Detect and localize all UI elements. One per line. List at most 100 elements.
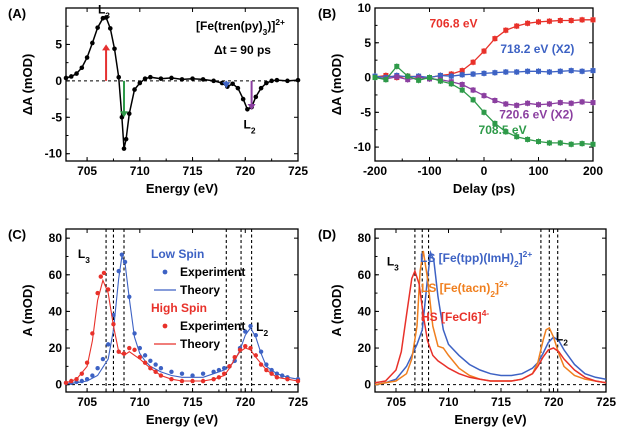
data-point (190, 76, 195, 81)
x-tick-label: 725 (288, 164, 308, 178)
peak-label: L3 (387, 254, 399, 272)
data-point (557, 140, 563, 146)
y-tick-label: 60 (49, 268, 63, 282)
data-point (98, 274, 104, 279)
x-tick-label: 720 (235, 395, 255, 409)
data-point (459, 82, 465, 87)
series-label: 706.8 eV (430, 16, 478, 30)
data-point (132, 347, 137, 353)
data-point (492, 120, 498, 126)
data-point (153, 362, 158, 367)
data-point (514, 69, 520, 75)
legend-marker (162, 269, 168, 275)
y-tick-label: 60 (358, 268, 372, 282)
plot-frame (374, 7, 594, 162)
data-point (235, 85, 241, 91)
legend-header: High Spin (151, 301, 207, 315)
data-point (90, 40, 95, 46)
plot-frame (374, 228, 607, 393)
x-tick-label: 705 (77, 395, 97, 409)
y-tick-label: 0 (55, 74, 62, 88)
peak-label: L2 (256, 320, 268, 338)
panel-label: (B) (318, 6, 336, 21)
y-axis-label: A (mOD) (20, 284, 35, 336)
data-point (95, 25, 100, 30)
data-point (492, 36, 498, 42)
data-point (137, 80, 143, 86)
data-point (470, 71, 476, 77)
data-point (416, 77, 422, 83)
x-axis-label: Energy (eV) (146, 181, 218, 196)
arrow-head (247, 104, 256, 110)
data-point (245, 106, 250, 112)
data-point (394, 63, 400, 69)
data-point (269, 78, 274, 84)
x-axis-label: Delay (ps) (453, 181, 515, 196)
data-point (295, 378, 301, 384)
x-tick-label: 705 (386, 395, 406, 409)
peak-label: L3 (98, 2, 110, 20)
data-point (112, 46, 117, 52)
data-point (158, 76, 164, 81)
data-point (568, 68, 574, 74)
legend-header: Low Spin (151, 247, 204, 261)
data-point (579, 17, 585, 23)
data-point (126, 111, 132, 116)
legend-label: LS [Fe(tacn)2]2+ (421, 279, 509, 299)
data-point (470, 87, 476, 93)
y-tick-label: -5 (360, 105, 371, 119)
data-point (101, 270, 107, 276)
data-point (503, 69, 509, 75)
panel-a: (A) 705 710 715 720 725 -10 -5 0 5 Energy (eV) ΔA (… (8, 2, 308, 196)
data-point (219, 80, 225, 86)
data-point (105, 342, 111, 347)
x-tick-label: 0 (481, 164, 488, 178)
data-point (148, 358, 153, 364)
x-tick-label: 715 (183, 164, 203, 178)
data-point (119, 114, 125, 120)
arrow-head (102, 44, 111, 51)
data-point (405, 77, 411, 83)
data-point (169, 369, 174, 375)
data-point (448, 81, 454, 87)
data-point (200, 371, 206, 376)
data-point (579, 141, 585, 147)
data-point (100, 356, 106, 362)
panel-label: (D) (318, 227, 336, 242)
x-tick-label: 710 (130, 395, 150, 409)
data-point (405, 73, 411, 79)
legend-label: Theory (180, 337, 220, 351)
data-point (546, 140, 552, 146)
panel-d: (D) 705 710 715 720 725 0 20 40 60 80 Energy (eV) A … (318, 227, 616, 427)
data-point (200, 77, 206, 82)
data-point (459, 72, 465, 78)
data-point (503, 27, 509, 33)
y-tick-label: 80 (358, 231, 372, 245)
y-tick-label: -10 (354, 140, 372, 154)
data-point (258, 85, 264, 91)
data-point (557, 68, 563, 74)
arrow-head (222, 82, 231, 89)
data-point (84, 55, 90, 60)
data-point (546, 69, 552, 75)
data-point (546, 18, 552, 24)
data-point (264, 80, 269, 86)
y-tick-label: 40 (49, 304, 63, 318)
y-axis-label: ΔA (mOD) (20, 54, 35, 116)
data-point (536, 102, 541, 108)
data-point (546, 101, 552, 107)
data-point (481, 93, 487, 99)
data-point (437, 78, 443, 84)
x-axis-label: Energy (eV) (146, 412, 218, 427)
data-point (492, 70, 498, 76)
data-point (579, 68, 585, 74)
chart-title: [Fe(tren(py)3)]2+ (196, 17, 285, 37)
data-point (240, 96, 246, 102)
y-tick-label: 80 (49, 231, 63, 245)
data-point (459, 68, 465, 74)
data-point (590, 100, 596, 106)
data-point (74, 71, 79, 76)
arrow-head (120, 111, 128, 118)
x-tick-label: 705 (77, 164, 97, 178)
legend-label: Theory (180, 283, 220, 297)
